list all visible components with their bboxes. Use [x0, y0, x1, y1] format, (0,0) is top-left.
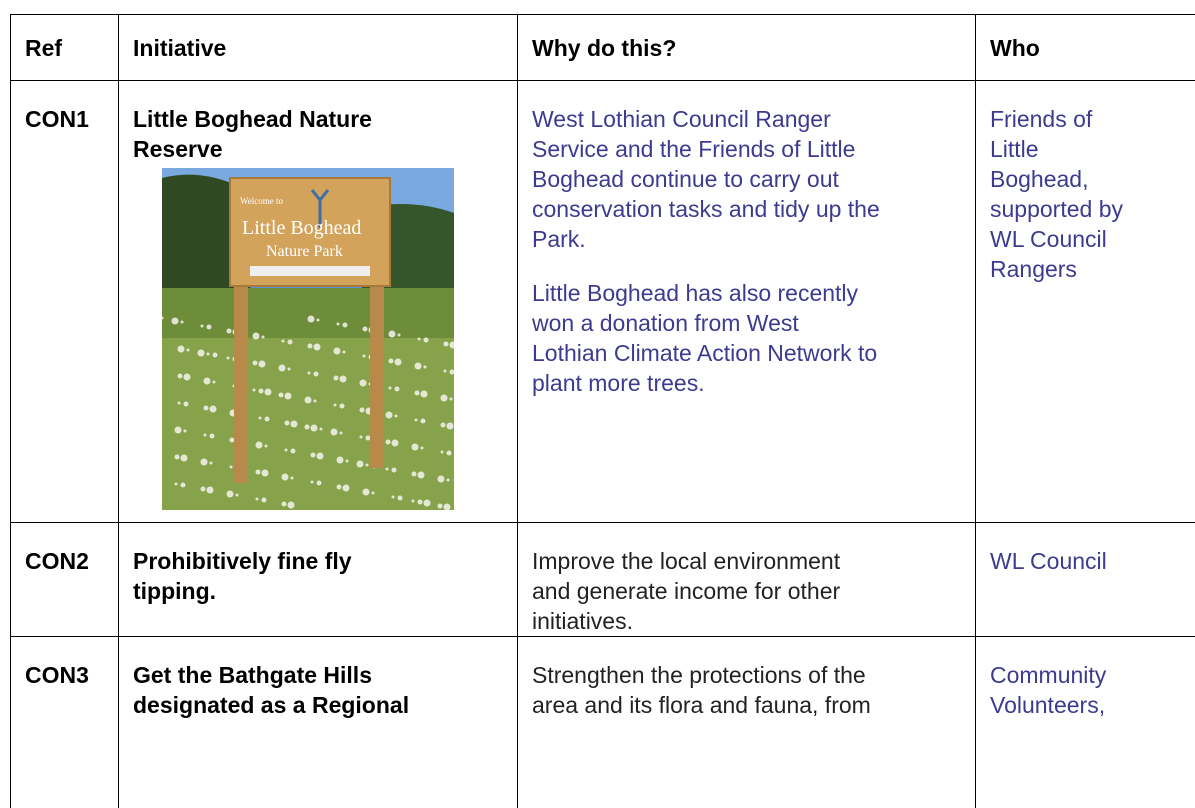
sign-text: Nature Park: [266, 243, 343, 260]
text-line: Boghead continue to carry out: [532, 164, 961, 194]
text-line: won a donation from West: [532, 308, 961, 338]
text-line: West Lothian Council Ranger: [532, 104, 961, 134]
text-line: Rangers: [990, 254, 1195, 284]
header-text: Initiative: [133, 33, 503, 63]
text-line: conservation tasks and tidy up the: [532, 194, 961, 224]
ref-text: CON3: [25, 660, 104, 690]
text-line: supported by: [990, 194, 1195, 224]
text-line: designated as a Regional: [133, 690, 503, 720]
text-line: Lothian Climate Action Network to: [532, 338, 961, 368]
ref-text: CON2: [25, 546, 104, 576]
sign-text: Welcome to: [240, 196, 284, 206]
text-line: Service and the Friends of Little: [532, 134, 961, 164]
ref-cell: CON1: [11, 81, 119, 523]
text-line: plant more trees.: [532, 368, 961, 398]
initiatives-table: Ref Initiative Why do this? Who CON1 Little B…: [10, 14, 1195, 808]
text-line: Improve the local environment: [532, 546, 961, 576]
ref-cell: CON3: [11, 637, 119, 808]
header-cell: Initiative: [119, 15, 518, 81]
sign-text: Little Boghead: [242, 217, 361, 239]
text-line: Reserve: [133, 134, 503, 164]
ref-cell: CON2: [11, 523, 119, 637]
page: Ref Initiative Why do this? Who CON1 Little B…: [0, 0, 1195, 808]
text-line: Community: [990, 660, 1195, 690]
header-text: Who: [990, 33, 1195, 63]
header-text: Ref: [25, 33, 104, 63]
header-text: Why do this?: [532, 33, 961, 63]
header-cell: Who: [976, 15, 1195, 81]
text-line: Strengthen the protections of the: [532, 660, 961, 690]
text-line: WL Council: [990, 546, 1195, 576]
text-line: Little Boghead Nature: [133, 104, 503, 134]
header-cell: Why do this?: [518, 15, 976, 81]
text-line: Little: [990, 134, 1195, 164]
who-cell: WL Council: [976, 523, 1195, 637]
text-line: Park.: [532, 224, 961, 254]
header-row: Ref Initiative Why do this? Who: [11, 15, 1195, 81]
text-line: initiatives.: [532, 606, 961, 636]
text-line: tipping.: [133, 576, 503, 606]
text-line: Friends of: [990, 104, 1195, 134]
ref-text: CON1: [25, 104, 104, 134]
sign-photo: Welcome to Little Boghead Nature Park: [162, 168, 454, 510]
text-line: Prohibitively fine fly: [133, 546, 503, 576]
text-line: Little Boghead has also recently: [532, 278, 961, 308]
text-line: and generate income for other: [532, 576, 961, 606]
text-line: area and its flora and fauna, from: [532, 690, 961, 720]
text-line: Volunteers,: [990, 690, 1195, 720]
header-cell: Ref: [11, 15, 119, 81]
text-line: Boghead,: [990, 164, 1195, 194]
text-line: WL Council: [990, 224, 1195, 254]
text-line: Get the Bathgate Hills: [133, 660, 503, 690]
table-body: Ref Initiative Why do this? Who CON1 Little B…: [11, 15, 1195, 808]
